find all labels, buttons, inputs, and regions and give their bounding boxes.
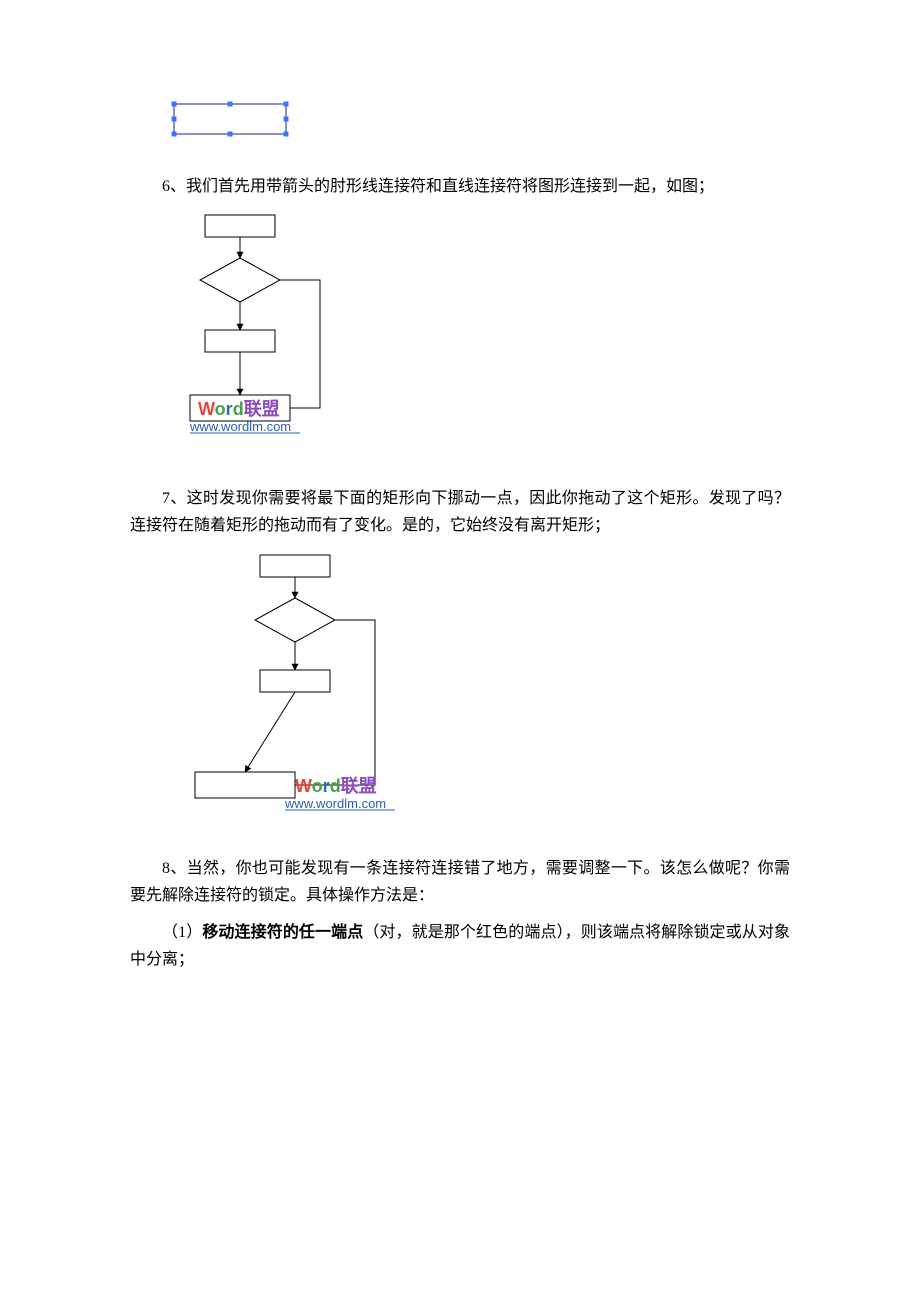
para8-1-bold: 移动连接符的任一端点 bbox=[202, 924, 363, 941]
figure-flowchart-1: Word联盟www.wordlm.com bbox=[170, 210, 790, 455]
paragraph-6: 6、我们首先用带箭头的肘形线连接符和直线连接符将图形连接到一起，如图； bbox=[130, 173, 790, 200]
para8-1-prefix: （1） bbox=[162, 924, 202, 941]
svg-text:www.wordlm.com: www.wordlm.com bbox=[189, 419, 291, 434]
figure-flowchart-2: Word联盟www.wordlm.com bbox=[190, 550, 790, 825]
svg-text:www.wordlm.com: www.wordlm.com bbox=[284, 796, 386, 811]
figure-selected-rect bbox=[170, 100, 790, 143]
svg-text:Word联盟: Word联盟 bbox=[295, 776, 377, 796]
paragraph-7: 7、这时发现你需要将最下面的矩形向下挪动一点，因此你拖动了这个矩形。发现了吗？连… bbox=[130, 485, 790, 539]
svg-text:Word联盟: Word联盟 bbox=[198, 399, 280, 419]
document-page: 6、我们首先用带箭头的肘形线连接符和直线连接符将图形连接到一起，如图； Word… bbox=[0, 0, 920, 1043]
paragraph-8: 8、当然，你也可能发现有一条连接符连接错了地方，需要调整一下。该怎么做呢？你需要… bbox=[130, 855, 790, 909]
paragraph-8-1: （1）移动连接符的任一端点（对，就是那个红色的端点），则该端点将解除锁定或从对象… bbox=[130, 919, 790, 973]
